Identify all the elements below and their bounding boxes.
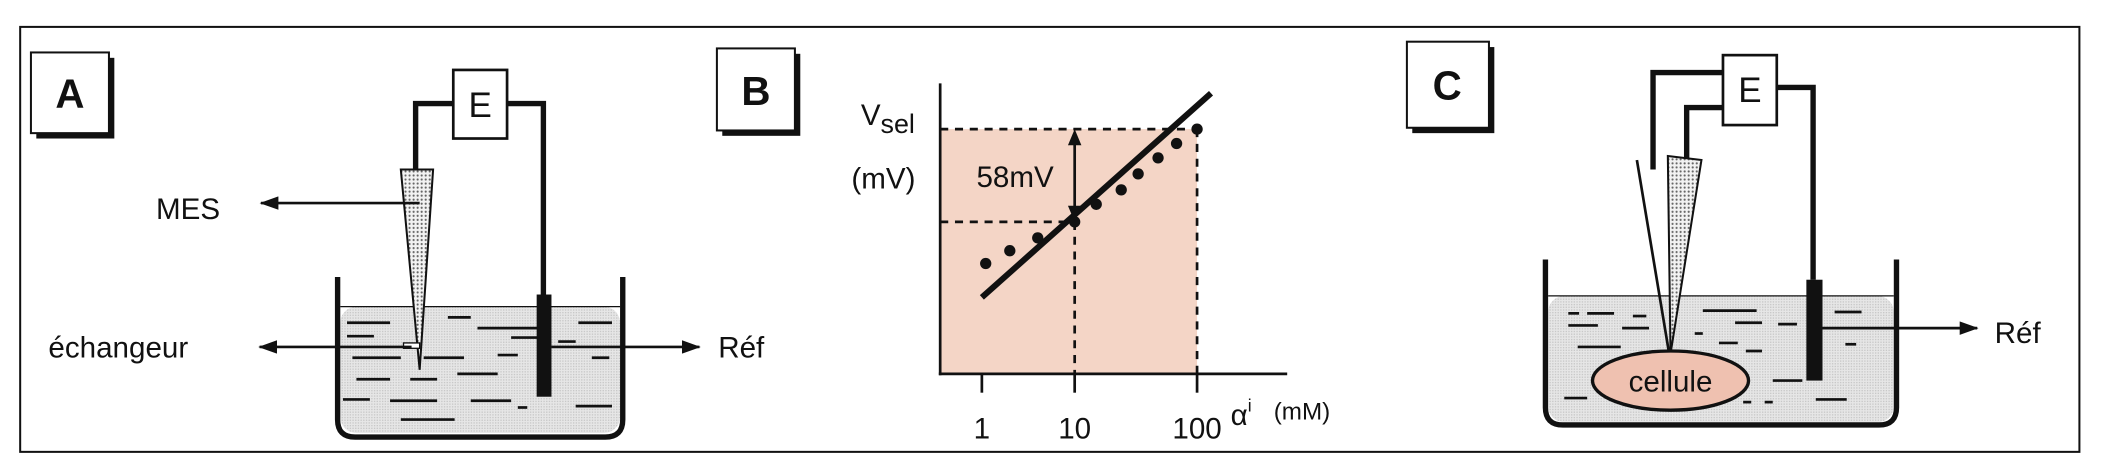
figure-frame	[19, 25, 2081, 453]
panel-a: A E MES échangeur Réf	[29, 51, 765, 440]
micro-electrode	[399, 168, 435, 370]
delta-arrow-head-up	[1067, 129, 1082, 146]
panel-b-label: B	[741, 68, 770, 114]
panel-c: C E cellule Réf	[1405, 40, 2042, 428]
data-point	[1132, 168, 1144, 180]
data-point	[1032, 232, 1044, 244]
fit-line	[979, 90, 1214, 300]
reference-electrode	[1806, 279, 1823, 381]
panel-b: B Vsel (mV) 58mV 1 10 100 αi (mM)	[715, 47, 1330, 445]
x-ticks: 1 10 100	[974, 373, 1222, 445]
wire-outer	[1650, 69, 1723, 170]
cell: cellule	[1590, 349, 1751, 412]
meter-e: E	[451, 68, 509, 140]
wire-left	[412, 100, 454, 187]
y-label-sub: sel	[881, 109, 915, 139]
beaker	[334, 277, 626, 440]
x-axis-label: αi	[1231, 396, 1252, 432]
meter-e: E	[1721, 53, 1779, 127]
panel-a-label-box: A	[29, 51, 115, 139]
ref-label-c: Réf	[1995, 317, 2042, 350]
panel-a-label: A	[55, 71, 84, 117]
data-point	[1191, 123, 1203, 135]
mes-label: MES	[156, 193, 220, 226]
x-axis-unit: (mM)	[1274, 399, 1330, 426]
x-tick-label: 1	[974, 412, 990, 445]
panel-c-label: C	[1433, 63, 1462, 109]
data-point	[1170, 137, 1183, 150]
delta-label: 58mV	[976, 161, 1054, 194]
x-superscript: i	[1248, 396, 1252, 416]
shaded-region	[940, 129, 1198, 374]
y-axis-label: Vsel	[861, 99, 915, 139]
panel-c-label-box: C	[1405, 40, 1495, 134]
wire-right	[1776, 84, 1816, 280]
panel-b-label-box: B	[715, 47, 801, 136]
x-symbol: α	[1231, 399, 1248, 432]
micro-electrode	[1666, 154, 1703, 354]
liquid-dashes	[1564, 309, 1862, 404]
x-tick-label: 10	[1058, 412, 1091, 445]
ref-label-a: Réf	[718, 332, 765, 365]
exchanger-label: échangeur	[48, 332, 188, 365]
reference-electrode	[536, 294, 552, 397]
meter-e-label-c: E	[1738, 71, 1761, 110]
x-tick-label: 100	[1172, 412, 1221, 445]
delta-arrow-head-down	[1067, 205, 1082, 222]
meter-e-label: E	[469, 86, 492, 125]
data-point	[1115, 184, 1127, 196]
data-point	[980, 257, 992, 270]
data-point	[1090, 198, 1102, 210]
data-point	[1069, 216, 1081, 228]
beaker	[1542, 259, 1900, 428]
reference-pipette	[1635, 159, 1671, 354]
cell-label: cellule	[1629, 365, 1713, 398]
wire-right	[507, 100, 547, 296]
liquid-dashes	[342, 316, 612, 421]
data-point	[1004, 245, 1016, 257]
y-axis-unit: (mV)	[851, 162, 915, 195]
beaker-liquid	[340, 306, 621, 434]
data-point	[1152, 152, 1164, 164]
y-label-main: V	[861, 99, 881, 132]
chart-marks	[940, 90, 1214, 374]
wire-inner	[1683, 104, 1723, 167]
